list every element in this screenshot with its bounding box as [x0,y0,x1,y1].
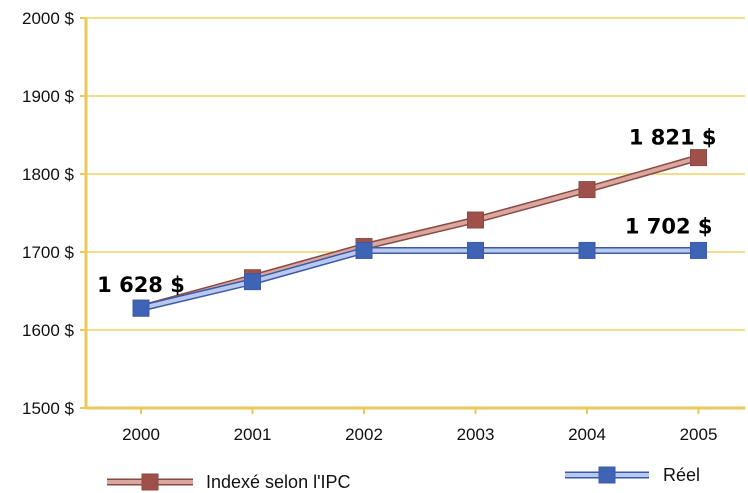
x-tick-label: 2005 [680,425,718,444]
data-label: 1 821 $ [629,126,717,150]
axis-layer: 1500 $ 1600 $ 1700 $ 1800 $ 1900 $ 2000 $ 2000… [22,9,745,444]
series-0-point-2003 [467,211,484,229]
y-tick-label: 1500 $ [22,399,75,418]
series-1-point-2004 [578,241,596,259]
y-tick-label: 1700 $ [22,243,75,262]
x-tick-label: 2004 [568,425,606,444]
series-0-point-2005 [690,149,707,167]
x-tick-label: 2002 [345,425,383,444]
legend-label: Indexé selon l'IPC [206,472,351,492]
legend: Indexé selon l'IPC Réel [107,465,700,492]
y-tick-label: 1800 $ [22,165,75,184]
y-tick-label: 1900 $ [22,87,75,106]
data-label: 1 702 $ [625,214,713,238]
series-1-point-2002 [355,241,373,259]
y-tick-label: 1600 $ [22,321,75,340]
legend-swatch-marker [141,473,159,491]
data-label: 1 628 $ [97,273,185,297]
x-tick-label: 2000 [122,425,160,444]
series-1-point-2001 [244,273,261,291]
series-1-point-2005 [690,241,707,259]
series-1-line [139,248,701,311]
series-0-point-2004 [578,181,596,199]
x-tick-label: 2001 [234,425,272,444]
series-1-point-2000 [132,299,150,317]
y-tick-label: 2000 $ [22,9,75,28]
label-layer: 1 628 $ 1 821 $ 1 702 $ [97,126,716,298]
series-1-point-2003 [467,241,484,259]
series-1-line-edge [137,246,702,312]
series-layer [132,149,707,317]
x-tick-label: 2003 [457,425,495,444]
legend-label: Réel [663,465,700,485]
legend-swatch-marker [598,466,616,484]
